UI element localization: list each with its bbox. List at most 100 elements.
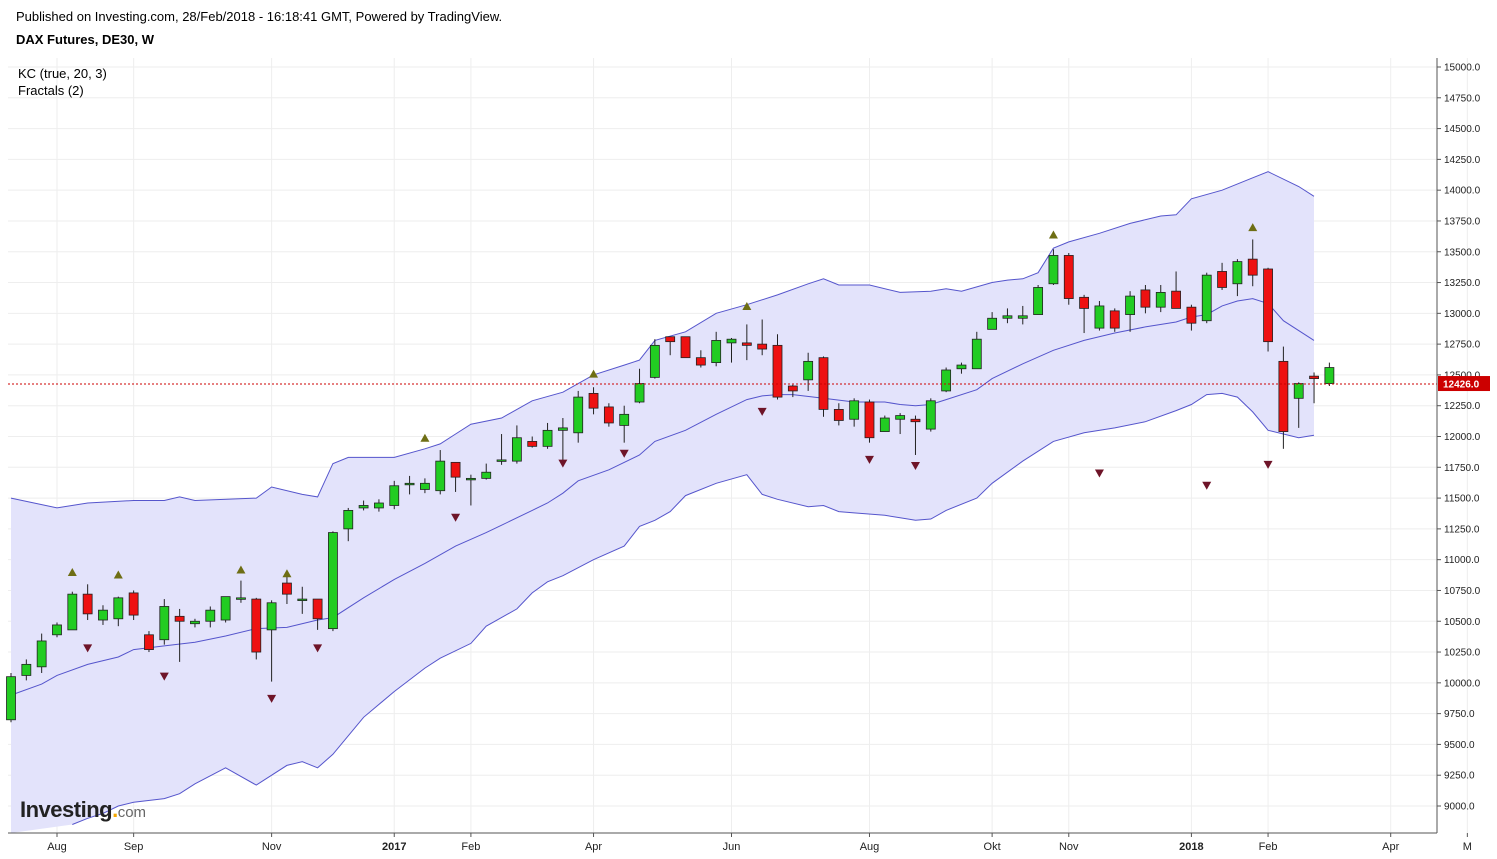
y-tick-label: 14750.0 <box>1444 93 1481 104</box>
candle-body <box>205 609 216 622</box>
candle-body <box>220 596 231 621</box>
candle-body <box>435 460 446 492</box>
candle <box>895 413 906 435</box>
candle-body <box>251 598 262 653</box>
candle <box>36 633 47 673</box>
published-note: Published on Investing.com, 28/Feb/2018 … <box>16 9 503 24</box>
x-tick-label: Sep <box>124 841 144 853</box>
fractal-down-marker <box>451 513 461 522</box>
candle <box>588 387 599 415</box>
candle <box>987 312 998 330</box>
candle-body <box>1232 261 1243 285</box>
candle-body <box>389 485 400 506</box>
candle-body <box>190 620 200 625</box>
candle <box>1033 285 1044 315</box>
candle <box>665 336 676 356</box>
candle-body <box>772 344 783 398</box>
candle <box>649 339 660 379</box>
candle <box>496 434 507 465</box>
candle <box>803 352 814 391</box>
investing-logo: Investing.com <box>20 797 146 823</box>
fractal-up-marker <box>1248 223 1258 232</box>
fractal-down-marker <box>910 462 920 471</box>
keltner-lower-line <box>72 392 1315 825</box>
candle <box>1309 372 1319 404</box>
y-tick-label: 14000.0 <box>1444 186 1481 197</box>
candle-body <box>1063 255 1074 299</box>
y-tick-label: 13250.0 <box>1444 278 1481 289</box>
candle-body <box>1278 360 1289 432</box>
candle-body <box>52 624 62 636</box>
fractal-up-marker <box>742 301 752 310</box>
candle <box>128 590 139 621</box>
candle <box>98 605 108 625</box>
candle-body <box>358 505 369 509</box>
candle <box>527 436 538 448</box>
candle <box>1217 262 1227 290</box>
y-tick-label: 13750.0 <box>1444 216 1481 227</box>
logo-dot: . <box>112 797 118 822</box>
candle <box>680 336 691 359</box>
candles <box>6 239 1335 723</box>
candle <box>52 622 62 638</box>
candle-body <box>1293 383 1304 399</box>
candle <box>236 580 246 603</box>
candle <box>818 356 829 417</box>
candle-body <box>741 342 752 346</box>
x-tick-label: 2018 <box>1179 841 1203 853</box>
candle-body <box>404 482 415 486</box>
fractal-up-marker <box>1048 230 1058 239</box>
candle-body <box>1186 306 1197 324</box>
candle-body <box>941 369 952 392</box>
candle-body <box>511 437 522 462</box>
candle <box>1278 346 1289 449</box>
candle-body <box>910 418 921 423</box>
candle <box>925 398 936 432</box>
fractal-up-marker <box>67 567 77 576</box>
candle <box>1171 271 1181 309</box>
candle <box>1201 272 1212 324</box>
candle-body <box>1217 271 1227 288</box>
candle-body <box>174 615 185 622</box>
fractal-down-marker <box>1202 481 1212 490</box>
last-price-label: 12426.0 <box>1443 380 1480 391</box>
x-tick-label: Aug <box>860 841 880 853</box>
candle <box>787 384 798 398</box>
y-tick-label: 10000.0 <box>1444 678 1481 689</box>
candle-body <box>711 340 722 363</box>
candle <box>389 480 400 510</box>
candle-body <box>757 343 768 350</box>
last-price-tag: 12426.0 <box>1438 376 1490 392</box>
x-tick-label: Okt <box>984 841 1001 853</box>
candle <box>159 599 170 645</box>
candle-body <box>67 593 78 631</box>
fractal-down-marker <box>619 449 629 458</box>
candle <box>1017 305 1028 325</box>
candle <box>603 403 614 427</box>
candle <box>282 574 292 605</box>
candle-body <box>159 606 170 641</box>
y-tick-label: 11000.0 <box>1444 555 1480 566</box>
fractal-up-marker <box>236 565 246 574</box>
y-tick-label: 12250.0 <box>1444 401 1481 412</box>
x-axis: Aug Sep Nov 2017 Feb Apr Jun Aug Okt Nov 2018 Feb Ap… <box>47 833 1472 853</box>
x-tick-label: Nov <box>1059 841 1079 853</box>
candle <box>6 672 16 723</box>
fractal-down-marker <box>313 644 323 653</box>
fractal-down-marker <box>1094 469 1104 478</box>
candle-body <box>1048 255 1059 285</box>
candle-body <box>1109 310 1120 329</box>
candle-body <box>849 400 860 420</box>
fractal-down-marker <box>558 459 568 468</box>
candle-body <box>1125 295 1135 315</box>
candle-body <box>895 415 906 420</box>
candle-body <box>818 357 829 410</box>
candle-body <box>496 459 507 462</box>
x-tick-label: Nov <box>262 841 282 853</box>
candle-body <box>1002 315 1013 319</box>
candle <box>542 422 553 449</box>
fractal-up-marker <box>420 433 430 442</box>
candle <box>297 586 308 614</box>
candle-body <box>726 338 737 344</box>
